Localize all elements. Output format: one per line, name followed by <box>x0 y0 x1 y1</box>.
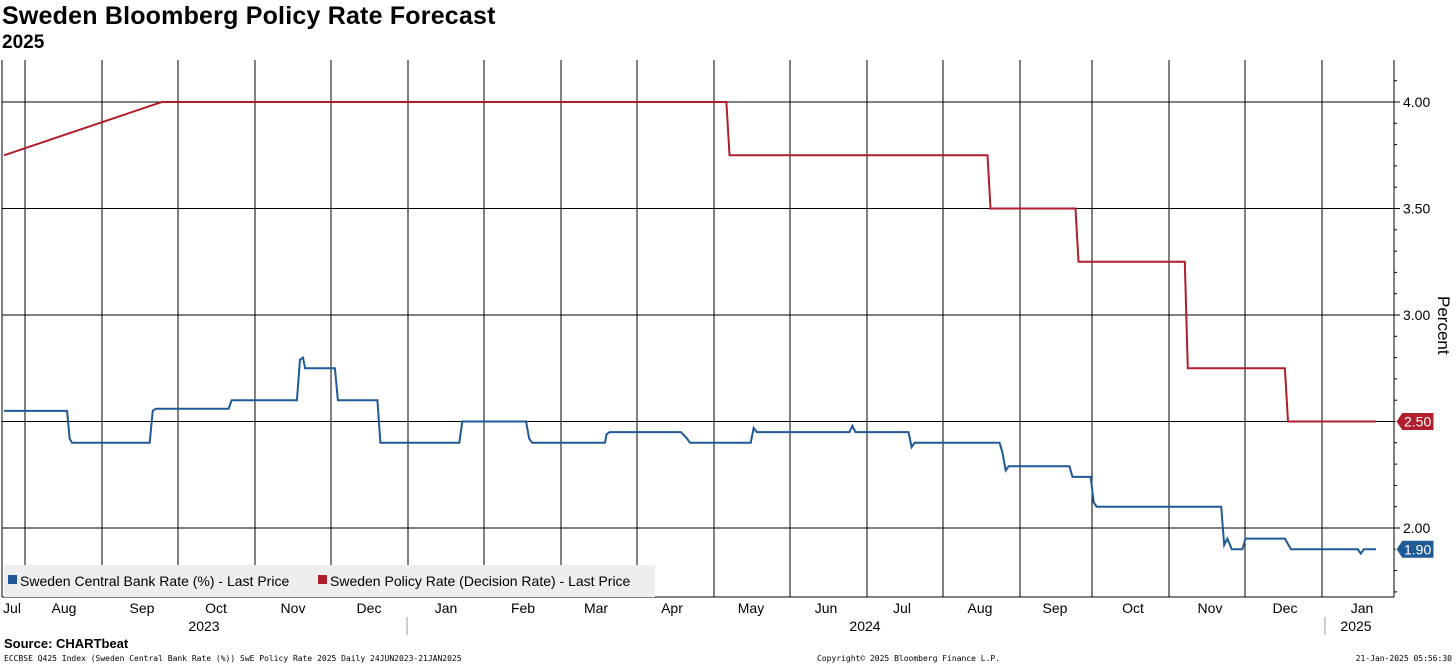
y-axis: 4.00 3.50 3.00 2.50 2.00 Percent <box>1394 80 1453 593</box>
legend-background <box>4 565 655 597</box>
x-tick-label: Jul <box>3 600 21 616</box>
y-tick-label: 4.00 <box>1403 94 1430 110</box>
series-line-policy-rate <box>3 101 1376 423</box>
x-year-label: 2025 <box>1340 618 1371 634</box>
x-tick-label: Mar <box>584 600 608 616</box>
x-tick-label: Oct <box>1122 600 1144 616</box>
legend-swatch <box>318 575 327 584</box>
series-layer <box>3 101 1376 556</box>
x-tick-label: Jul <box>893 600 911 616</box>
x-tick-label: Dec <box>357 600 382 616</box>
x-tick-label: Dec <box>1273 600 1298 616</box>
legend: Sweden Central Bank Rate (%) - Last Pric… <box>4 565 655 597</box>
x-tick-label: Aug <box>52 600 77 616</box>
y-tick-label: 3.00 <box>1403 307 1430 323</box>
x-tick-label: Jan <box>1351 600 1374 616</box>
footer-ticker-info: ECCBSE Q425 Index (Sweden Central Bank R… <box>4 654 462 663</box>
x-tick-label: Jan <box>435 600 458 616</box>
last-value-label: 2.50 <box>1404 414 1431 430</box>
x-year-label: 2023 <box>188 618 219 634</box>
x-year-label: 2024 <box>849 618 880 634</box>
x-tick-label: Nov <box>1198 600 1223 616</box>
footer-copyright: Copyright© 2025 Bloomberg Finance L.P. <box>817 654 1001 663</box>
legend-entry: Sweden Policy Rate (Decision Rate) - Las… <box>330 573 631 589</box>
series-line-central-bank-rate <box>4 355 1376 556</box>
x-tick-label: Jun <box>815 600 838 616</box>
source-note: Source: CHARTbeat <box>4 636 129 651</box>
legend-entry: Sweden Central Bank Rate (%) - Last Pric… <box>20 573 289 589</box>
y-tick-label: 2.00 <box>1403 520 1430 536</box>
x-tick-label: Sep <box>130 600 155 616</box>
chart-subtitle: 2025 <box>2 32 45 53</box>
last-value-badge <box>1395 539 1435 559</box>
footer-timestamp: 21-Jan-2025 05:56:30 <box>1355 654 1452 663</box>
legend-swatch <box>8 575 17 584</box>
y-axis-title: Percent <box>1434 296 1453 355</box>
grid <box>1 60 1395 598</box>
chart-title: Sweden Bloomberg Policy Rate Forecast <box>2 2 496 30</box>
x-axis: Jul Aug Sep Oct Nov Dec Jan Feb Mar Apr May Jun Jul A… <box>3 600 1373 635</box>
last-value-label: 1.90 <box>1404 541 1431 557</box>
x-tick-label: Aug <box>968 600 993 616</box>
last-value-labels: 1.90 2.50 <box>1395 412 1435 559</box>
x-tick-label: Sep <box>1043 600 1068 616</box>
x-tick-label: Nov <box>281 600 306 616</box>
x-tick-label: Oct <box>205 600 227 616</box>
y-tick-label: 3.50 <box>1403 201 1430 217</box>
x-tick-label: Apr <box>661 600 683 616</box>
x-tick-label: May <box>738 600 764 616</box>
x-tick-label: Feb <box>511 600 535 616</box>
last-value-badge <box>1395 412 1435 431</box>
